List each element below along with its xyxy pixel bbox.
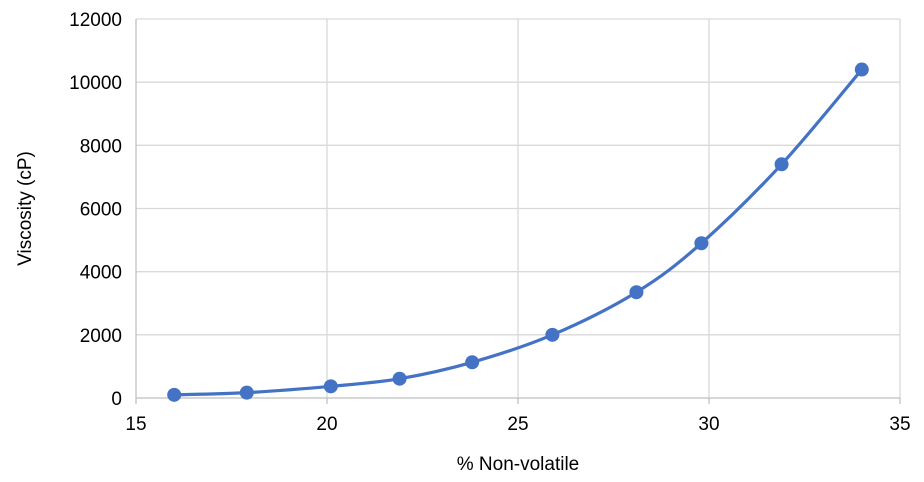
gridlines — [136, 18, 901, 398]
data-point — [239, 385, 254, 400]
y-tick-label: 2000 — [80, 326, 122, 347]
x-tick-label: 30 — [698, 414, 719, 435]
y-tick-label: 4000 — [80, 263, 122, 284]
data-point — [545, 327, 560, 342]
data-point — [392, 371, 407, 386]
tick-labels: 0 2000 4000 6000 8000 10000 12000 15 20 25 30 35 — [69, 10, 910, 435]
data-point — [465, 355, 480, 370]
data-point — [167, 387, 182, 402]
y-tick-label: 8000 — [80, 136, 122, 157]
data-point — [323, 379, 338, 394]
y-tick-label: 6000 — [80, 200, 122, 221]
x-tick-label: 15 — [125, 414, 146, 435]
x-tick-label: 25 — [507, 414, 528, 435]
axes — [135, 19, 901, 404]
data-point — [774, 157, 789, 172]
data-point — [629, 285, 644, 300]
data-point — [694, 236, 709, 251]
series-line — [172, 67, 864, 397]
data-point — [854, 62, 869, 77]
y-axis-title: Viscosity (cP) — [15, 151, 36, 266]
series-viscosity — [167, 62, 869, 402]
y-tick-label: 10000 — [69, 73, 122, 94]
x-axis-title: % Non-volatile — [457, 454, 580, 475]
x-tick-label: 35 — [889, 414, 910, 435]
y-tick-label: 12000 — [69, 10, 122, 31]
y-tick-label: 0 — [111, 389, 122, 410]
x-tick-label: 20 — [316, 414, 337, 435]
